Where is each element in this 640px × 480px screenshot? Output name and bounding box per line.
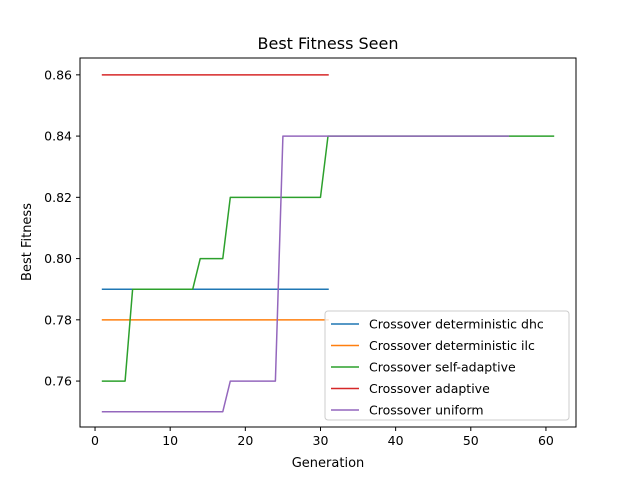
x-tick-label: 50 — [463, 433, 479, 448]
chart-title: Best Fitness Seen — [258, 34, 399, 53]
y-tick-label: 0.80 — [44, 251, 72, 266]
x-tick-label: 60 — [538, 433, 554, 448]
y-axis-label: Best Fitness — [20, 203, 35, 281]
series-line-5 — [101, 135, 510, 413]
x-tick-label: 40 — [388, 433, 404, 448]
legend-items: Crossover deterministic dhc Crossover det… — [331, 317, 544, 418]
legend: Crossover deterministic dhc Crossover det… — [324, 310, 570, 421]
x-ticks: 0 10 20 30 40 50 60 — [91, 427, 554, 448]
x-axis-label: Generation — [292, 456, 365, 471]
legend-label-2: Crossover deterministic ilc — [369, 338, 535, 353]
plot-frame — [79, 57, 577, 428]
y-ticks: 0.76 0.78 0.80 0.82 0.84 0.86 — [44, 67, 80, 389]
legend-box — [324, 310, 570, 421]
y-tick-label: 0.82 — [44, 190, 72, 205]
series-line-3 — [101, 135, 555, 382]
legend-label-3: Crossover self-adaptive — [369, 360, 516, 375]
legend-label-1: Crossover deterministic dhc — [369, 317, 544, 332]
y-tick-label: 0.84 — [44, 129, 72, 144]
y-tick-label: 0.78 — [44, 312, 72, 327]
y-tick-label: 0.76 — [44, 374, 72, 389]
x-tick-label: 10 — [162, 433, 178, 448]
series-layer — [101, 74, 555, 413]
legend-label-5: Crossover uniform — [369, 403, 484, 418]
y-tick-label: 0.86 — [44, 67, 72, 82]
x-tick-label: 20 — [237, 433, 253, 448]
x-tick-label: 30 — [313, 433, 329, 448]
legend-label-4: Crossover adaptive — [369, 381, 490, 396]
plot-area: 0 10 20 30 40 50 60 0.76 0.78 0.80 0.82 0.84 0.86 — [44, 57, 577, 448]
x-tick-label: 0 — [91, 433, 99, 448]
